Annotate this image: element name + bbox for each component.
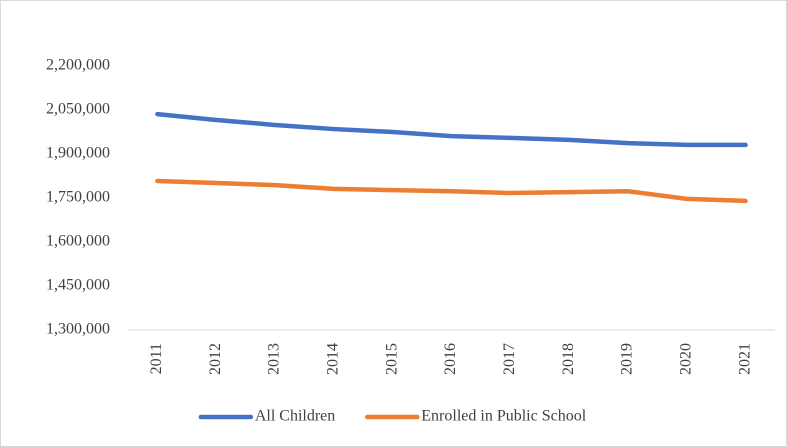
y-tick-label: 1,600,000: [46, 233, 110, 250]
legend-label: All Children: [255, 408, 335, 425]
x-tick-label: 2019: [619, 343, 636, 375]
x-tick-label: 2017: [501, 343, 518, 375]
x-tick-label: 2013: [266, 343, 283, 375]
series-line: [155, 111, 748, 148]
x-tick-label: 2011: [148, 343, 165, 374]
y-tick-label: 1,900,000: [46, 145, 110, 162]
y-tick-label: 1,750,000: [46, 189, 110, 206]
series-line: [155, 178, 748, 204]
x-tick-label: 2020: [677, 343, 694, 375]
y-tick-label: 1,450,000: [46, 277, 110, 294]
legend-label: Enrolled in Public School: [421, 408, 586, 425]
x-tick-label: 2012: [207, 343, 224, 375]
x-tick-label: 2016: [442, 343, 459, 375]
x-tick-label: 2014: [325, 343, 342, 375]
y-tick-label: 2,050,000: [46, 101, 110, 118]
y-tick-label: 2,200,000: [46, 57, 110, 74]
y-tick-label: 1,300,000: [46, 321, 110, 338]
x-tick-label: 2018: [560, 343, 577, 375]
x-tick-label: 2015: [383, 343, 400, 375]
x-tick-label: 2021: [736, 343, 753, 375]
